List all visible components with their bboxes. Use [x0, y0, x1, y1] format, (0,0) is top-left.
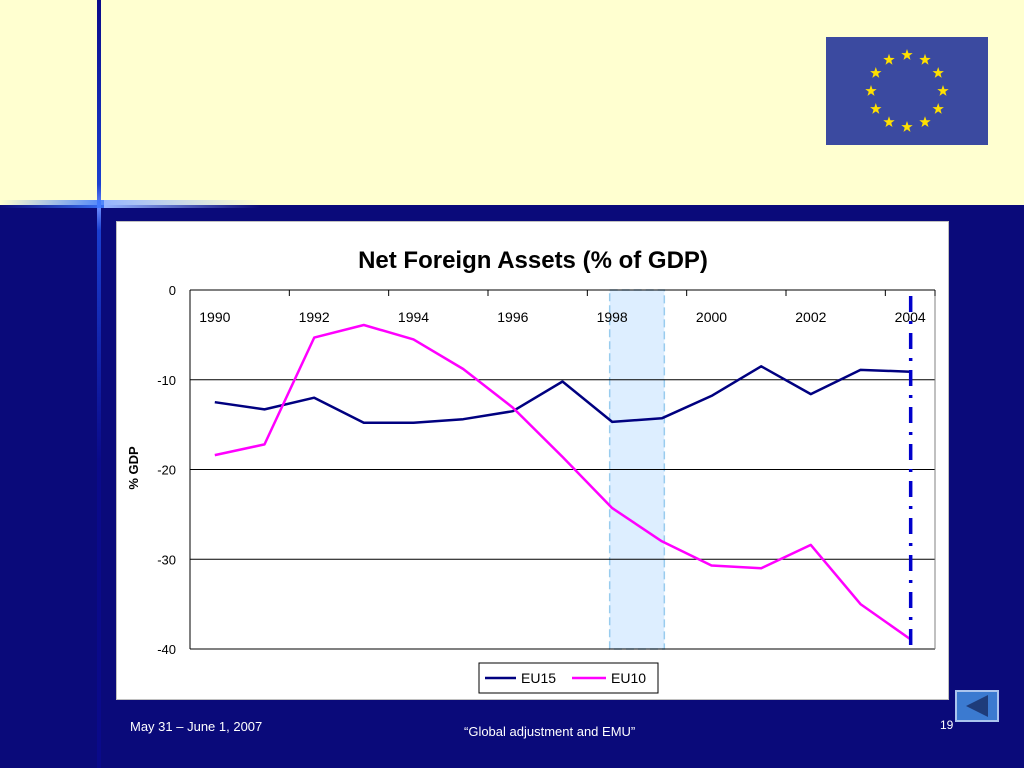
- flag-star: [932, 103, 944, 114]
- horizontal-accent-glow: [0, 200, 260, 208]
- chart-title: Net Foreign Assets (% of GDP): [358, 247, 708, 274]
- series-line-eu15: [214, 365, 911, 425]
- x-tick-label: 1996: [497, 309, 528, 325]
- legend-label-eu10: EU10: [611, 670, 646, 686]
- line-chart: Net Foreign Assets (% of GDP) % GDP 0 -10…: [126, 247, 936, 694]
- x-tick-label: 2000: [696, 309, 727, 325]
- y-axis-label: % GDP: [126, 446, 141, 490]
- flag-star: [865, 85, 877, 96]
- flag-star: [870, 67, 882, 78]
- x-tick-label: 2004: [895, 309, 926, 325]
- y-tick-label: -40: [157, 642, 176, 657]
- y-tick-label: 0: [169, 283, 176, 298]
- legend: EU15 EU10: [478, 662, 659, 694]
- flag-star: [919, 53, 931, 65]
- page-number: 19: [940, 718, 954, 732]
- x-tick-label: 1994: [398, 309, 429, 325]
- series-line-eu10: [214, 323, 911, 641]
- flag-star: [919, 116, 931, 127]
- back-arrow-icon: [966, 695, 988, 717]
- y-tick-label: -20: [157, 463, 176, 478]
- eu-flag-icon: [826, 37, 988, 145]
- x-tick-label: 1990: [199, 309, 230, 325]
- flag-star: [901, 49, 913, 60]
- x-tick-label: 1992: [299, 309, 330, 325]
- flag-star: [883, 116, 895, 127]
- flag-star: [883, 53, 895, 65]
- flag-star: [932, 67, 944, 78]
- flag-star: [937, 85, 949, 96]
- y-tick-label: -10: [157, 373, 176, 388]
- legend-label-eu15: EU15: [521, 670, 556, 686]
- flag-star: [901, 121, 913, 132]
- x-tick-label: 2002: [795, 309, 826, 325]
- chart-panel: Net Foreign Assets (% of GDP) % GDP 0 -10…: [116, 221, 949, 700]
- footer-title: “Global adjustment and EMU”: [464, 724, 636, 739]
- vertical-accent-bar: [97, 0, 101, 768]
- footer-date: May 31 – June 1, 2007: [130, 719, 263, 734]
- back-button[interactable]: [955, 690, 999, 722]
- flag-star: [870, 103, 882, 114]
- y-tick-label: -30: [157, 552, 176, 567]
- x-tick-label: 1998: [597, 309, 628, 325]
